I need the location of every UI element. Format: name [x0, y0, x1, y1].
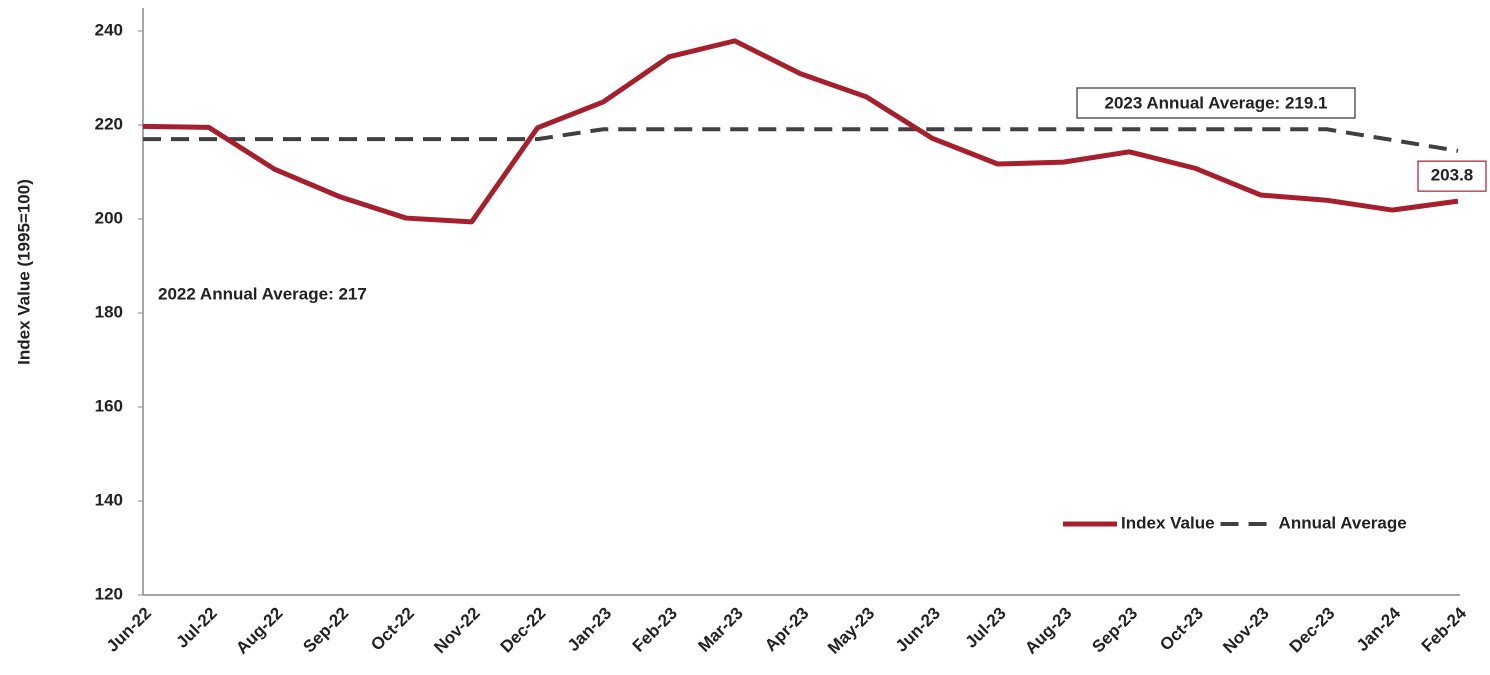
data-line: [142, 38, 1459, 225]
x-tick-label: Jul-22: [173, 604, 221, 652]
x-tick-label: Oct-22: [367, 604, 418, 655]
x-tick-label: Mar-23: [695, 604, 747, 656]
y-tick-label: 120: [95, 584, 123, 603]
data-line: [143, 127, 1459, 153]
x-tick-label: Feb-24: [1418, 603, 1471, 656]
x-tick-label: Apr-23: [761, 604, 813, 656]
x-tick-label: Oct-23: [1156, 604, 1207, 655]
value-label: 203.8: [1431, 166, 1474, 185]
x-tick-label: Nov-22: [430, 604, 484, 658]
x-tick-label: Jun-23: [892, 604, 944, 656]
x-tick-label: Aug-22: [232, 604, 286, 658]
x-tick-label: Feb-23: [629, 604, 681, 656]
x-tick-label: Sep-22: [299, 604, 352, 657]
y-tick-label: 140: [95, 490, 123, 509]
legend-label: Annual Average: [1279, 513, 1407, 532]
legend-label: Index Value: [1121, 513, 1215, 532]
x-tick-label: May-23: [824, 604, 878, 658]
y-tick-label: 180: [95, 302, 123, 321]
x-tick-label: Nov-23: [1219, 604, 1273, 658]
y-tick-label: 200: [95, 208, 123, 227]
annotation: 2023 Annual Average: 219.1: [1104, 93, 1327, 112]
x-tick-label: Jan-23: [564, 604, 616, 656]
y-axis-title: Index Value (1995=100): [14, 179, 33, 365]
y-tick-label: 160: [95, 396, 123, 415]
x-tick-label: Dec-22: [497, 604, 550, 657]
annotation: 2022 Annual Average: 217: [158, 284, 367, 303]
x-tick-label: Jul-23: [962, 604, 1010, 652]
x-tick-label: Jan-24: [1353, 603, 1405, 655]
y-tick-label: 220: [95, 114, 123, 133]
x-tick-label: Jun-22: [103, 604, 155, 656]
value-label-box: [1417, 160, 1487, 192]
y-tick-label: 240: [95, 20, 123, 39]
x-tick-label: Dec-23: [1286, 604, 1339, 657]
annotation-box: [1076, 87, 1356, 119]
x-tick-label: Aug-23: [1021, 604, 1075, 658]
x-tick-label: Sep-23: [1088, 604, 1141, 657]
